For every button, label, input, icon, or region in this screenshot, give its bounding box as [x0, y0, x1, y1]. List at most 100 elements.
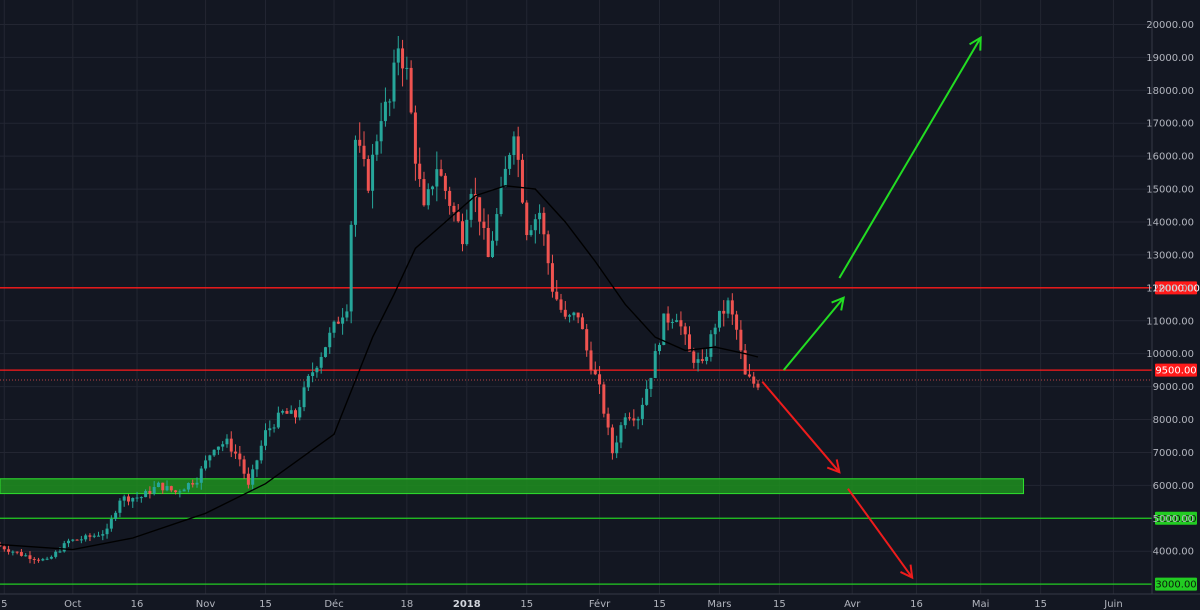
candle-body: [7, 549, 11, 552]
candle-body: [640, 404, 644, 419]
candle-body: [345, 311, 349, 318]
x-tick-label: Juin: [1103, 599, 1122, 610]
candle-body: [268, 428, 272, 431]
candle-body: [24, 555, 28, 557]
candle-body: [559, 299, 563, 310]
support-zone-rect: [0, 478, 1025, 495]
candle-body: [482, 221, 486, 228]
candle-body: [401, 48, 405, 69]
candle-body: [743, 350, 747, 375]
candle-body: [289, 410, 293, 414]
projection-arrows: [761, 35, 982, 580]
candle-body: [490, 240, 494, 258]
candle-body: [195, 482, 199, 485]
x-tick-label: Oct: [64, 599, 81, 610]
candle-body: [653, 351, 657, 378]
candle-body: [255, 460, 259, 470]
candle-body: [585, 329, 589, 351]
candle-body: [96, 535, 100, 537]
candle-body: [169, 486, 173, 491]
candle-body: [499, 186, 503, 215]
candle-body: [747, 374, 751, 377]
candle-body: [623, 417, 627, 426]
y-tick-label: 4000.00: [1153, 547, 1194, 558]
candle-body: [349, 224, 353, 312]
candle-body: [126, 496, 130, 502]
candle-body: [722, 310, 726, 314]
candle-body: [71, 539, 75, 541]
candle-body: [538, 212, 542, 220]
candle-body: [174, 490, 178, 493]
candle-body: [456, 211, 460, 222]
candle-body: [84, 535, 88, 540]
y-tick-label: 13000.00: [1146, 250, 1194, 261]
projection-arrow-shaft: [761, 381, 841, 473]
candle-body: [371, 154, 375, 191]
candle-body: [606, 413, 610, 428]
candle-body: [19, 552, 23, 556]
candle-body: [461, 221, 465, 245]
candle-body: [293, 410, 297, 418]
projection-arrow-head: [831, 296, 845, 311]
candle-body: [319, 356, 323, 368]
projection-arrow-shaft: [782, 297, 845, 371]
candle-body: [546, 234, 550, 264]
candle-body: [645, 388, 649, 405]
candle-body: [135, 497, 139, 499]
x-tick-label: 15: [259, 599, 272, 610]
candle-body: [709, 334, 713, 357]
candle-body: [508, 154, 512, 169]
candle-body: [152, 486, 156, 494]
candle-body: [186, 483, 190, 490]
candle-body: [208, 455, 212, 461]
candle-body: [276, 412, 280, 428]
x-tick-label: 16: [131, 599, 144, 610]
candle-body: [332, 321, 336, 333]
candle-body: [478, 197, 482, 222]
y-tick-label: 19000.00: [1146, 53, 1194, 64]
candle-body: [182, 489, 186, 492]
candle-body: [328, 332, 332, 348]
candle-body: [568, 315, 572, 317]
candle-body: [341, 317, 345, 324]
candle-body: [379, 121, 383, 142]
candle-body: [178, 491, 182, 493]
candle-body: [311, 372, 315, 377]
candle-body: [212, 449, 216, 456]
candle-body: [366, 159, 370, 191]
candle-body: [28, 555, 32, 559]
y-tick-label: 6000.00: [1153, 481, 1194, 492]
moving-average: [0, 185, 759, 551]
support-zone: [0, 478, 1025, 495]
candle-body: [191, 483, 195, 485]
candle-body: [139, 497, 143, 499]
candle-body: [114, 512, 118, 519]
candle-body: [726, 300, 730, 314]
candle-body: [251, 469, 255, 485]
candle-body: [221, 444, 225, 447]
candle-body: [632, 418, 636, 421]
candle-body: [435, 169, 439, 187]
candle-body: [756, 383, 760, 388]
candle-body: [576, 312, 580, 318]
y-tick-label: 14000.00: [1146, 217, 1194, 228]
candle-body: [49, 556, 53, 559]
candle-body: [144, 491, 148, 498]
candle-body: [62, 543, 66, 552]
candle-body: [572, 312, 576, 316]
candle-body: [259, 445, 263, 461]
candle-body: [315, 367, 319, 373]
candle-body: [41, 559, 45, 561]
candle-body: [692, 351, 696, 363]
candle-body: [503, 168, 507, 187]
candle-body: [658, 344, 662, 352]
candle-body: [533, 219, 537, 231]
candle-body: [439, 169, 443, 176]
candlesticks: [0, 35, 760, 564]
candle-body: [413, 112, 417, 164]
level-label: 12000.00: [1152, 283, 1200, 294]
candle-body: [589, 350, 593, 370]
candle-body: [88, 535, 92, 537]
candle-body: [431, 186, 435, 190]
